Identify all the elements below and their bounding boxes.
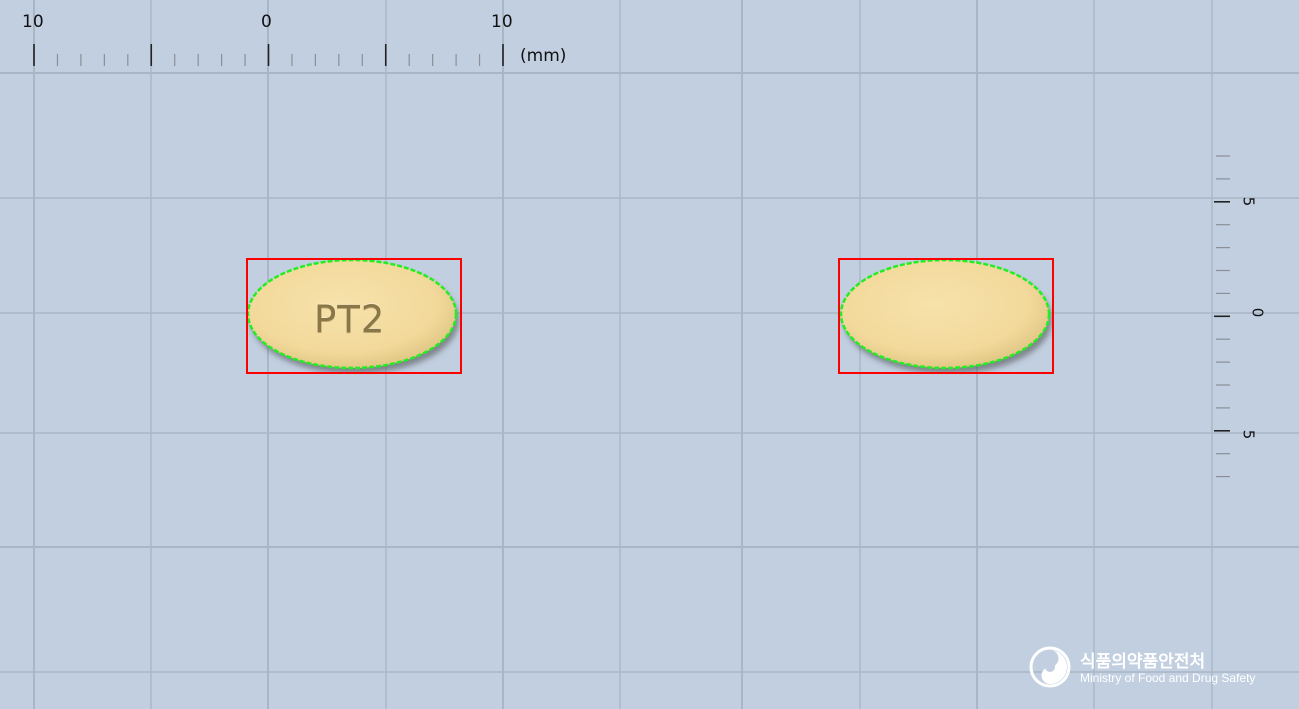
tablet-front-body: [248, 260, 456, 368]
tablet-front-shape: [246, 258, 462, 374]
tablet-back-shape: [838, 258, 1054, 374]
logo-english-name: Ministry of Food and Drug Safety: [1080, 671, 1256, 685]
top-ruler-label-left: 10: [22, 12, 44, 32]
top-ruler-label-zero: 0: [261, 12, 272, 32]
right-ruler-label-zero: 0: [1248, 307, 1267, 318]
tablet-back-bounding-box: [838, 258, 1054, 374]
mfds-emblem-icon: [1029, 646, 1071, 688]
top-ruler-label-right: 10: [491, 12, 513, 32]
logo-korean-name: 식품의약품안전처: [1080, 652, 1206, 672]
tablet-front-imprint: PT2: [314, 298, 386, 341]
right-ruler-label-bottom: 5: [1239, 429, 1258, 440]
tablet-back: [838, 258, 1054, 374]
tablet-back-body: [841, 260, 1049, 368]
top-ruler-unit: (mm): [520, 46, 567, 66]
right-ruler-label-top: 5: [1239, 196, 1258, 207]
tablet-front-bounding-box: [246, 258, 462, 374]
mfds-logo: 식품의약품안전처 Ministry of Food and Drug Safet…: [1028, 645, 1278, 693]
tablet-front: PT2: [246, 258, 462, 374]
